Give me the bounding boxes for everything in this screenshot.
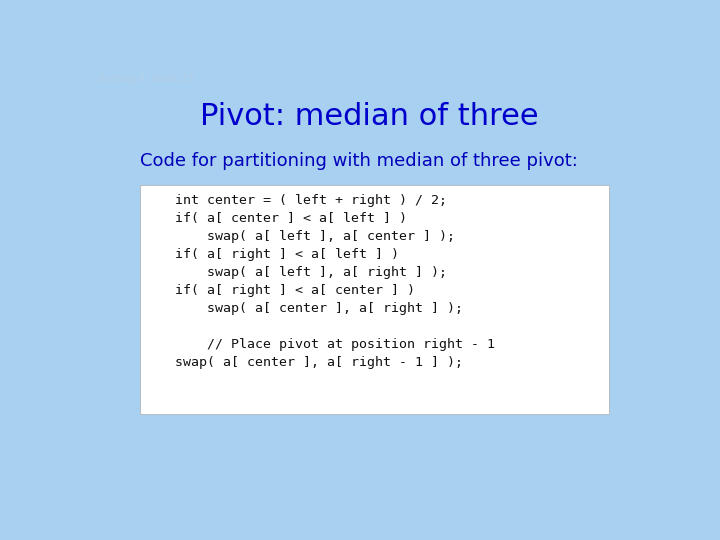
Text: Code for partitioning with median of three pivot:: Code for partitioning with median of thr… xyxy=(140,152,578,170)
FancyBboxPatch shape xyxy=(140,185,609,414)
Text: Pivot: median of three: Pivot: median of three xyxy=(199,102,539,131)
Text: Sorting II/ Slide 23: Sorting II/ Slide 23 xyxy=(99,74,194,84)
Text: int center = ( left + right ) / 2;
   if( a[ center ] < a[ left ] )
       swap(: int center = ( left + right ) / 2; if( a… xyxy=(151,194,495,369)
